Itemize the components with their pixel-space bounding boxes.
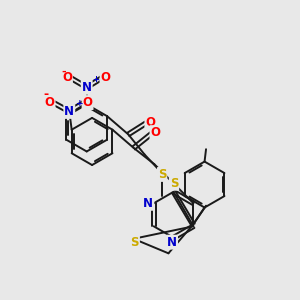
Text: N: N bbox=[64, 105, 74, 118]
Text: N: N bbox=[82, 81, 92, 94]
Text: N: N bbox=[143, 197, 153, 210]
Text: O: O bbox=[45, 96, 55, 109]
Text: N: N bbox=[167, 236, 177, 249]
Text: S: S bbox=[130, 236, 139, 249]
Text: S: S bbox=[170, 177, 178, 190]
Text: +: + bbox=[76, 99, 83, 108]
Text: -: - bbox=[61, 66, 66, 76]
Text: S: S bbox=[158, 168, 167, 181]
Text: O: O bbox=[82, 96, 93, 109]
Text: +: + bbox=[93, 75, 100, 84]
Text: O: O bbox=[100, 71, 110, 84]
Text: O: O bbox=[146, 116, 155, 129]
Text: O: O bbox=[62, 71, 72, 84]
Text: -: - bbox=[44, 88, 49, 101]
Text: O: O bbox=[151, 126, 160, 139]
